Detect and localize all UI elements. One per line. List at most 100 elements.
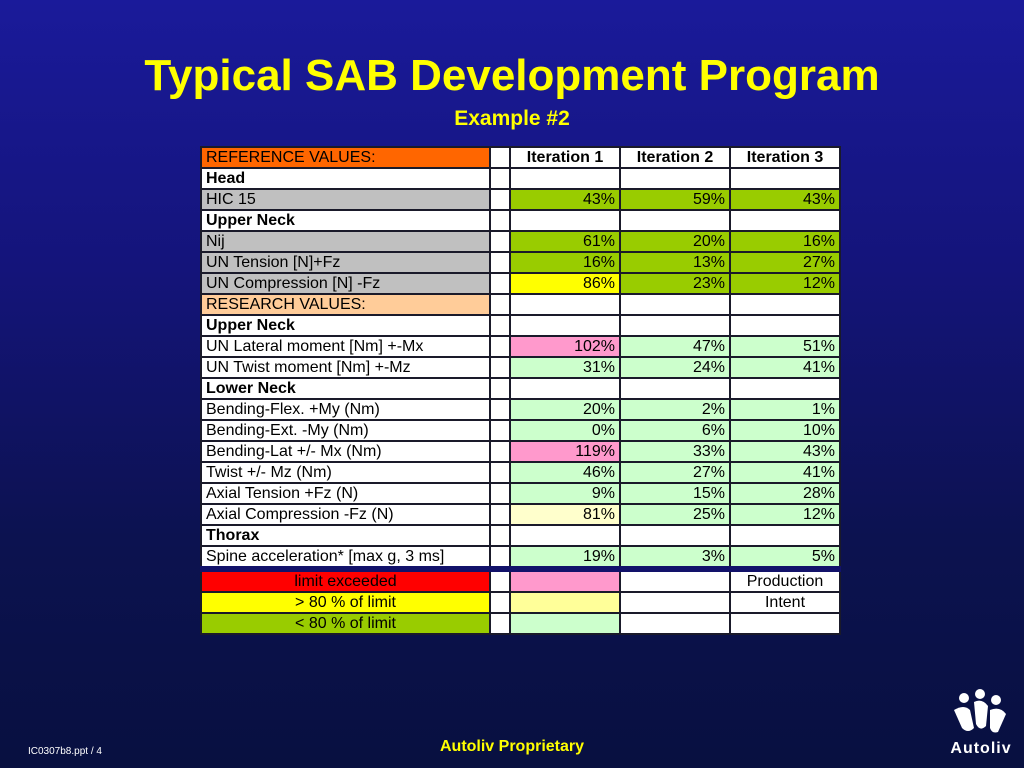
value-cell: 86% [509,272,621,295]
row-label: Nij [200,230,491,253]
value-cell: 5% [729,545,841,570]
value-cell [509,293,621,316]
value-cell [729,167,841,190]
legend-row: > 80 % of limit Intent [200,591,841,614]
table-row: RESEARCH VALUES: [200,293,841,316]
row-label: Bending-Ext. -My (Nm) [200,419,491,442]
footer-proprietary: Autoliv Proprietary [439,738,585,755]
gap-cell [489,167,511,190]
results-table: REFERENCE VALUES: Iteration 1 Iteration … [200,146,841,635]
value-cell: 6% [619,419,731,442]
table-row: Spine acceleration* [max g, 3 ms] 19% 3%… [200,545,841,570]
value-cell: 33% [619,440,731,463]
value-cell: 24% [619,356,731,379]
value-cell: 16% [509,251,621,274]
logo-wordmark: Autoliv [950,740,1012,757]
value-cell: 10% [729,419,841,442]
section-label: Upper Neck [200,314,491,337]
gap-cell [489,209,511,232]
value-cell [509,314,621,337]
legend-swatch [509,591,621,614]
row-label: UN Twist moment [Nm] +-Mz [200,356,491,379]
reference-values-header: REFERENCE VALUES: [200,146,491,169]
table-row: Twist +/- Mz (Nm) 46% 27% 41% [200,461,841,484]
value-cell: 25% [619,503,731,526]
gap-cell [489,503,511,526]
autoliv-logo: Autoliv [944,688,1018,764]
value-cell: 13% [619,251,731,274]
value-cell: 9% [509,482,621,505]
value-cell [619,524,731,547]
row-label: Bending-Lat +/- Mx (Nm) [200,440,491,463]
value-cell [729,293,841,316]
research-values-header: RESEARCH VALUES: [200,293,491,316]
gap-cell [489,524,511,547]
table-row: Lower Neck [200,377,841,400]
legend-over-80: > 80 % of limit [200,591,491,614]
legend-blank [619,591,731,614]
legend-blank [729,612,841,635]
value-cell: 47% [619,335,731,358]
gap-cell [489,251,511,274]
value-cell: 119% [509,440,621,463]
value-cell [619,314,731,337]
iteration-1-header: Iteration 1 [509,146,621,169]
gap-cell [489,377,511,400]
legend-swatch [509,612,621,635]
value-cell: 20% [509,398,621,421]
value-cell: 19% [509,545,621,570]
value-cell: 12% [729,503,841,526]
table-row: UN Twist moment [Nm] +-Mz 31% 24% 41% [200,356,841,379]
legend-row: limit exceeded Production [200,566,841,593]
legend-note: Production [729,566,841,593]
legend-blank [619,612,731,635]
legend-note: Intent [729,591,841,614]
value-cell: 1% [729,398,841,421]
gap-cell [489,440,511,463]
value-cell: 43% [729,188,841,211]
value-cell: 28% [729,482,841,505]
value-cell [509,167,621,190]
row-label: Bending-Flex. +My (Nm) [200,398,491,421]
gap-cell [489,591,511,614]
value-cell: 51% [729,335,841,358]
value-cell: 43% [729,440,841,463]
value-cell: 15% [619,482,731,505]
table-row: Upper Neck [200,209,841,232]
section-label: Upper Neck [200,209,491,232]
row-label: UN Compression [N] -Fz [200,272,491,295]
value-cell: 31% [509,356,621,379]
value-cell: 102% [509,335,621,358]
gap-cell [489,146,511,169]
value-cell: 20% [619,230,731,253]
value-cell: 43% [509,188,621,211]
value-cell: 46% [509,461,621,484]
iteration-3-header: Iteration 3 [729,146,841,169]
value-cell: 23% [619,272,731,295]
file-reference: IC0307b8.ppt / 4 [28,746,102,757]
table-row: Nij 61% 20% 16% [200,230,841,253]
legend-blank [619,566,731,593]
value-cell [619,377,731,400]
value-cell [509,209,621,232]
row-label: Axial Tension +Fz (N) [200,482,491,505]
value-cell [729,377,841,400]
row-label: Axial Compression -Fz (N) [200,503,491,526]
slide-title: Typical SAB Development Program [144,51,880,100]
row-label: Twist +/- Mz (Nm) [200,461,491,484]
value-cell [619,209,731,232]
table-row: Axial Tension +Fz (N) 9% 15% 28% [200,482,841,505]
gap-cell [489,314,511,337]
gap-cell [489,188,511,211]
section-label: Thorax [200,524,491,547]
value-cell [619,167,731,190]
legend-under-80: < 80 % of limit [200,612,491,635]
value-cell: 16% [729,230,841,253]
table-row: Head [200,167,841,190]
section-label: Lower Neck [200,377,491,400]
table-row: Thorax [200,524,841,547]
value-cell: 59% [619,188,731,211]
gap-cell [489,230,511,253]
legend-swatch [509,566,621,593]
value-cell [729,314,841,337]
